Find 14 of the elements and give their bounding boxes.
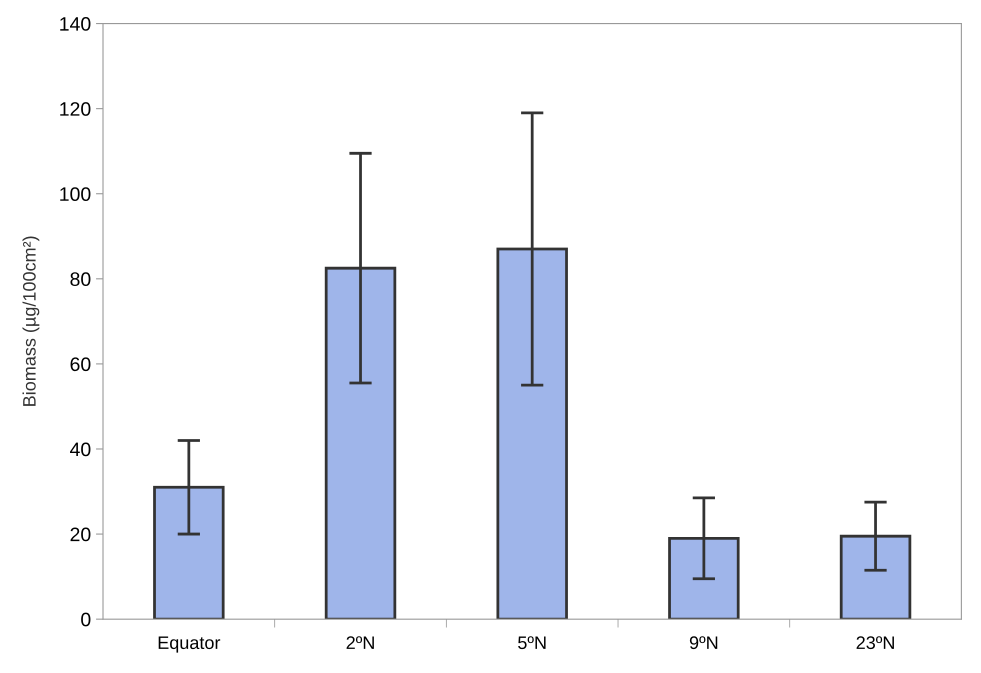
y-axis-title: Biomass (µg/100cm²) [22, 236, 40, 406]
y-tick-label: 20 [70, 528, 90, 542]
y-tick-label: 60 [70, 357, 90, 372]
y-tick-label: 100 [60, 187, 90, 201]
y-tick-label: 120 [60, 102, 90, 116]
y-tick-label: 140 [60, 17, 90, 31]
x-tick-label: Equator [158, 636, 220, 653]
x-tick-label: 5ºN [518, 636, 546, 650]
y-tick-label: 40 [70, 442, 90, 456]
y-tick-label: 0 [81, 612, 90, 626]
x-tick-label: 2ºN [346, 636, 374, 649]
y-tick-label: 80 [70, 272, 90, 286]
x-tick-label: 9ºN [690, 636, 718, 650]
x-tick-label: 23ºN [856, 636, 894, 650]
